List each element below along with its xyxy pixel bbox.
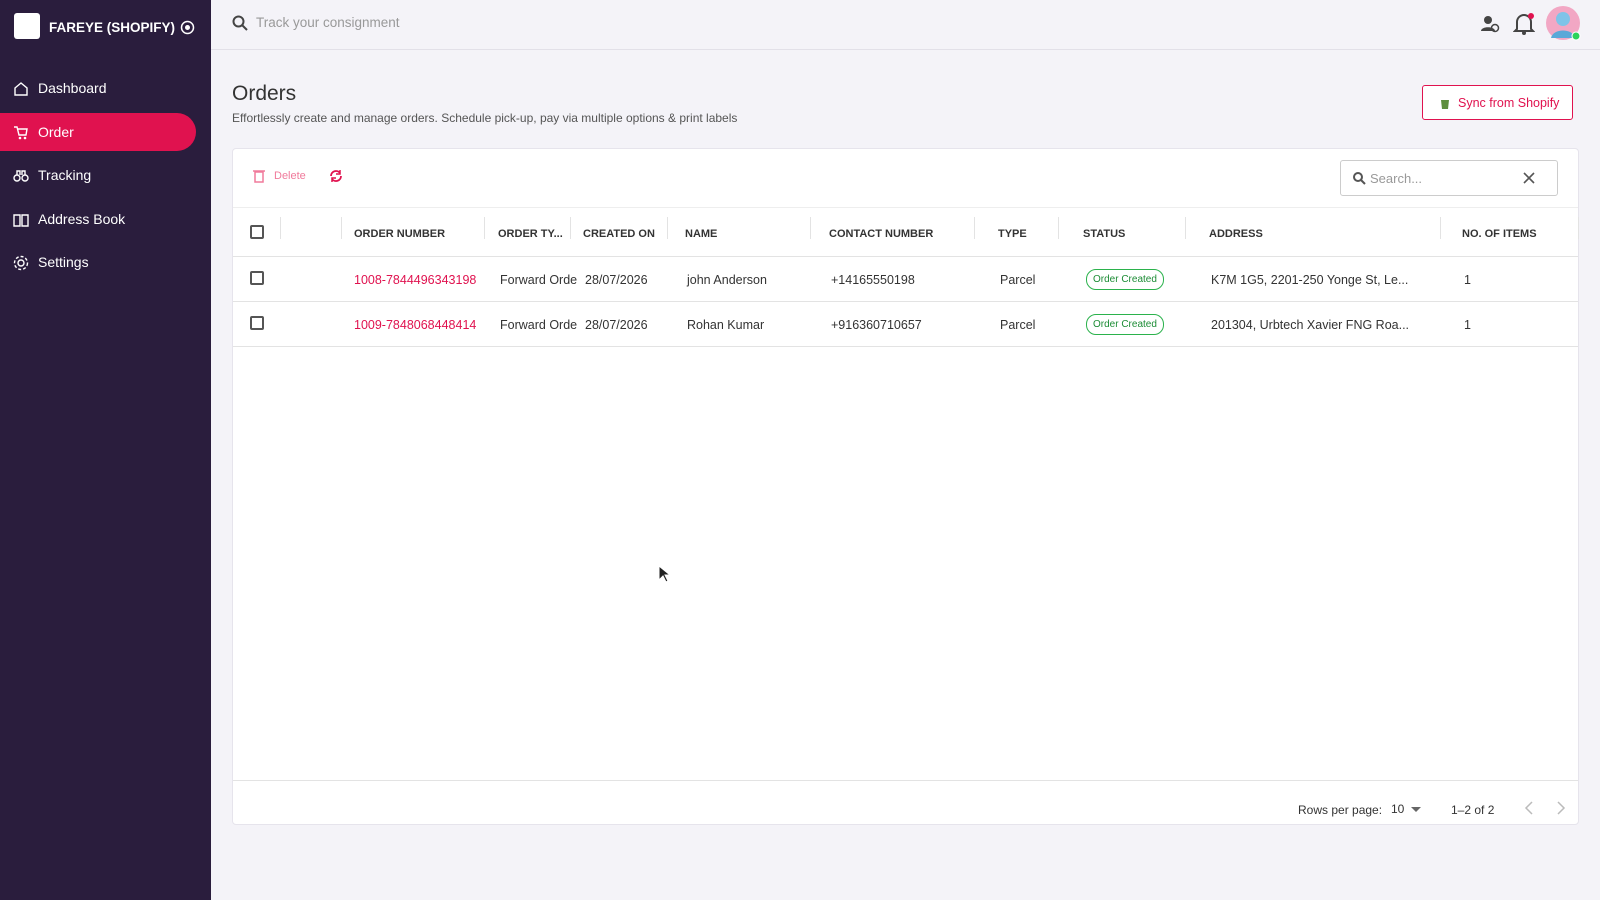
- column-separator: [1058, 217, 1059, 239]
- cell: +916360710657: [831, 318, 922, 332]
- row-checkbox[interactable]: [250, 316, 264, 330]
- cell: K7M 1G5, 2201-250 Yonge St, Le...: [1211, 273, 1409, 287]
- track-search[interactable]: Track your consignment: [256, 15, 400, 30]
- divider: [233, 207, 1578, 208]
- nav-item[interactable]: Dashboard: [0, 69, 196, 107]
- cell: Parcel: [1000, 318, 1036, 332]
- nav-icon: [14, 82, 28, 96]
- column-separator: [810, 217, 811, 239]
- cell: john Anderson: [687, 273, 767, 287]
- nav-item[interactable]: Order: [0, 112, 196, 151]
- column-separator: [570, 217, 571, 239]
- cell: Rohan Kumar: [687, 318, 765, 332]
- prev-page[interactable]: [1524, 801, 1534, 815]
- clear-icon[interactable]: [1523, 172, 1535, 184]
- column-header[interactable]: TYPE: [998, 228, 1027, 240]
- rows-per-page-label: Rows per page:: [1298, 803, 1383, 817]
- nav-icon: [13, 256, 29, 271]
- row-divider: [233, 301, 1578, 302]
- next-page[interactable]: [1556, 801, 1566, 815]
- brand-icon[interactable]: [180, 20, 195, 35]
- search-placeholder: Search...: [1370, 171, 1423, 186]
- divider: [233, 780, 1578, 781]
- column-separator: [1185, 217, 1186, 239]
- brand: FAREYE (SHOPIFY): [49, 20, 176, 35]
- column-header[interactable]: NAME: [685, 228, 718, 240]
- cell: 28/07/2026: [585, 318, 648, 332]
- column-separator: [341, 217, 342, 239]
- column-separator: [1578, 217, 1579, 239]
- column-separator: [484, 217, 485, 239]
- orders-card: Delete Search... ORDER NUMBER ORDER TY...…: [232, 148, 1579, 825]
- order-link[interactable]: 1008-7844496343198: [354, 273, 477, 287]
- row-checkbox[interactable]: [250, 271, 264, 285]
- cell: 201304, Urbtech Xavier FNG Roa...: [1211, 318, 1410, 332]
- column-separator: [1440, 217, 1441, 239]
- cell: 28/07/2026: [585, 273, 648, 287]
- column-header[interactable]: ORDER NUMBER: [354, 228, 446, 240]
- delete-button[interactable]: Delete: [274, 170, 306, 182]
- cell: Parcel: [1000, 273, 1036, 287]
- page-range: 1–2 of 2: [1451, 803, 1495, 817]
- table-search[interactable]: Search...: [1340, 160, 1558, 196]
- select-all[interactable]: [250, 225, 264, 239]
- nav-icon: [13, 170, 29, 182]
- divider: [233, 256, 1578, 257]
- column-header[interactable]: CREATED ON: [583, 228, 655, 240]
- sync-label: Sync from Shopify: [1458, 96, 1560, 110]
- nav-item[interactable]: Address Book: [0, 200, 196, 238]
- sync-button[interactable]: Sync from Shopify: [1422, 85, 1573, 120]
- column-separator: [974, 217, 975, 239]
- dropdown-icon[interactable]: [1411, 807, 1421, 813]
- page-subtitle: Effortlessly create and manage orders. S…: [232, 111, 738, 125]
- order-link[interactable]: 1009-7848068448414: [354, 318, 477, 332]
- status-chip: Order Created: [1086, 269, 1164, 290]
- shopify-icon: [1441, 100, 1449, 109]
- column-separator: [280, 217, 281, 239]
- column-separator: [667, 217, 668, 239]
- cursor: [658, 565, 670, 583]
- sidebar: FAREYE (SHOPIFY) Dashboard Order Tracking A…: [0, 0, 211, 900]
- user-icon[interactable]: [1480, 14, 1500, 34]
- cell: 1: [1464, 318, 1471, 332]
- search-icon: [232, 15, 248, 31]
- cell: 1: [1464, 273, 1471, 287]
- delete-icon[interactable]: [253, 169, 265, 183]
- nav-icon: [13, 214, 29, 227]
- page-title: Orders: [232, 82, 297, 105]
- cell: Forward Orde: [500, 273, 578, 287]
- notification-icon[interactable]: [1513, 12, 1535, 36]
- column-header[interactable]: ADDRESS: [1209, 228, 1263, 240]
- search-icon: [1353, 172, 1366, 185]
- avatar[interactable]: [1546, 6, 1582, 42]
- refresh-icon[interactable]: [329, 169, 343, 183]
- row-divider: [233, 346, 1578, 347]
- column-header[interactable]: ORDER TY...: [498, 228, 563, 240]
- nav-icon: [14, 125, 28, 139]
- rows-per-page[interactable]: 10: [1391, 802, 1405, 816]
- topbar: Track your consignment: [211, 0, 1600, 50]
- column-header[interactable]: CONTACT NUMBER: [829, 228, 934, 240]
- cell: +14165550198: [831, 273, 915, 287]
- cell: Forward Orde: [500, 318, 578, 332]
- column-header[interactable]: STATUS: [1083, 228, 1126, 240]
- nav-item[interactable]: Tracking: [0, 156, 196, 194]
- nav-item[interactable]: Settings: [0, 243, 196, 281]
- status-chip: Order Created: [1086, 314, 1164, 335]
- column-header[interactable]: NO. OF ITEMS: [1462, 228, 1537, 240]
- logo: [14, 13, 40, 39]
